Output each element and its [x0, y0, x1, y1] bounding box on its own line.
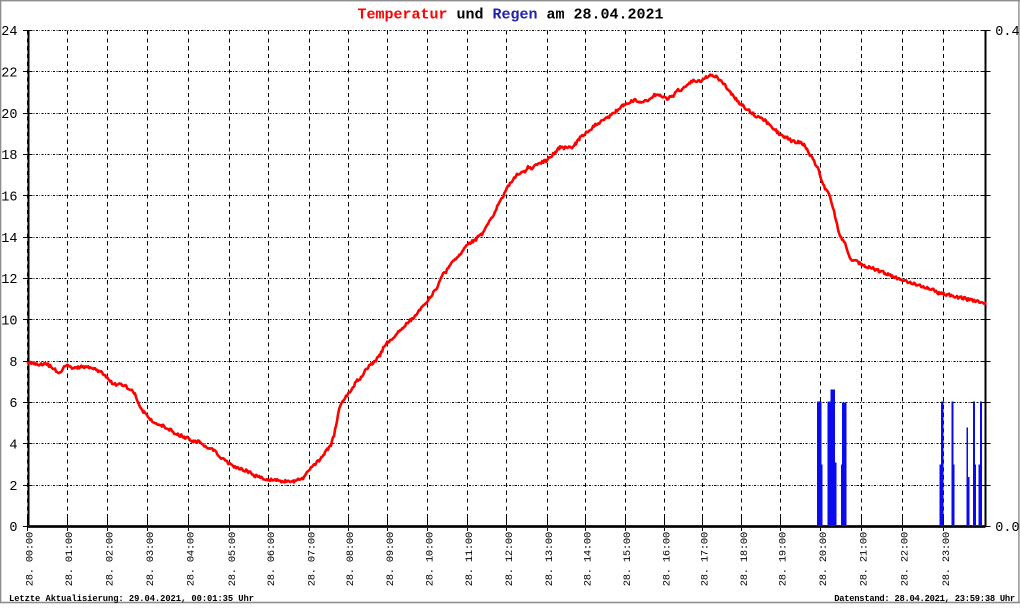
svg-text:28. 01:00: 28. 01:00 [64, 532, 76, 587]
svg-text:28. 03:00: 28. 03:00 [145, 532, 157, 587]
svg-text:28. 11:00: 28. 11:00 [464, 532, 476, 587]
svg-text:4: 4 [9, 439, 17, 454]
svg-text:20: 20 [1, 108, 17, 123]
svg-text:28. 13:00: 28. 13:00 [544, 532, 556, 587]
svg-text:18: 18 [1, 149, 17, 164]
svg-text:28. 17:00: 28. 17:00 [700, 532, 712, 587]
svg-text:28. 00:00: 28. 00:00 [25, 532, 37, 587]
svg-text:2: 2 [9, 480, 17, 495]
svg-text:10: 10 [1, 315, 17, 330]
svg-text:8: 8 [9, 356, 17, 371]
svg-text:28. 20:00: 28. 20:00 [818, 532, 830, 587]
svg-text:28. 05:00: 28. 05:00 [227, 532, 239, 587]
svg-text:28. 07:00: 28. 07:00 [307, 532, 319, 587]
svg-text:28. 16:00: 28. 16:00 [661, 532, 673, 587]
svg-text:28. 12:00: 28. 12:00 [504, 532, 516, 587]
svg-text:28. 08:00: 28. 08:00 [345, 532, 357, 587]
svg-text:28. 06:00: 28. 06:00 [266, 532, 278, 587]
svg-text:28. 19:00: 28. 19:00 [778, 532, 790, 587]
svg-text:28. 09:00: 28. 09:00 [385, 532, 397, 587]
svg-text:Temperatur und Regen am 28.04.: Temperatur und Regen am 28.04.2021 [358, 6, 664, 23]
svg-text:28. 02:00: 28. 02:00 [105, 532, 117, 587]
svg-text:28. 23:00: 28. 23:00 [941, 532, 953, 587]
svg-text:22: 22 [1, 67, 17, 82]
svg-text:Datenstand: 28.04.2021, 23:59:: Datenstand: 28.04.2021, 23:59:38 Uhr [834, 594, 1015, 604]
svg-text:28. 18:00: 28. 18:00 [739, 532, 751, 587]
svg-text:6: 6 [9, 397, 17, 412]
svg-text:12: 12 [1, 273, 17, 288]
svg-text:28. 15:00: 28. 15:00 [622, 532, 634, 587]
svg-text:28. 21:00: 28. 21:00 [859, 532, 871, 587]
svg-text:24: 24 [1, 25, 17, 40]
svg-text:28. 10:00: 28. 10:00 [424, 532, 436, 587]
svg-text:16: 16 [1, 191, 17, 206]
svg-text:0.4: 0.4 [995, 25, 1019, 40]
svg-text:28. 04:00: 28. 04:00 [186, 532, 198, 587]
svg-text:0.0: 0.0 [995, 521, 1019, 536]
svg-text:28. 14:00: 28. 14:00 [583, 532, 595, 587]
svg-text:0: 0 [9, 521, 17, 536]
svg-text:14: 14 [1, 232, 17, 247]
svg-text:Letzte Aktualisierung: 29.04.2: Letzte Aktualisierung: 29.04.2021, 00:01… [9, 594, 254, 604]
svg-text:28. 22:00: 28. 22:00 [899, 532, 911, 587]
